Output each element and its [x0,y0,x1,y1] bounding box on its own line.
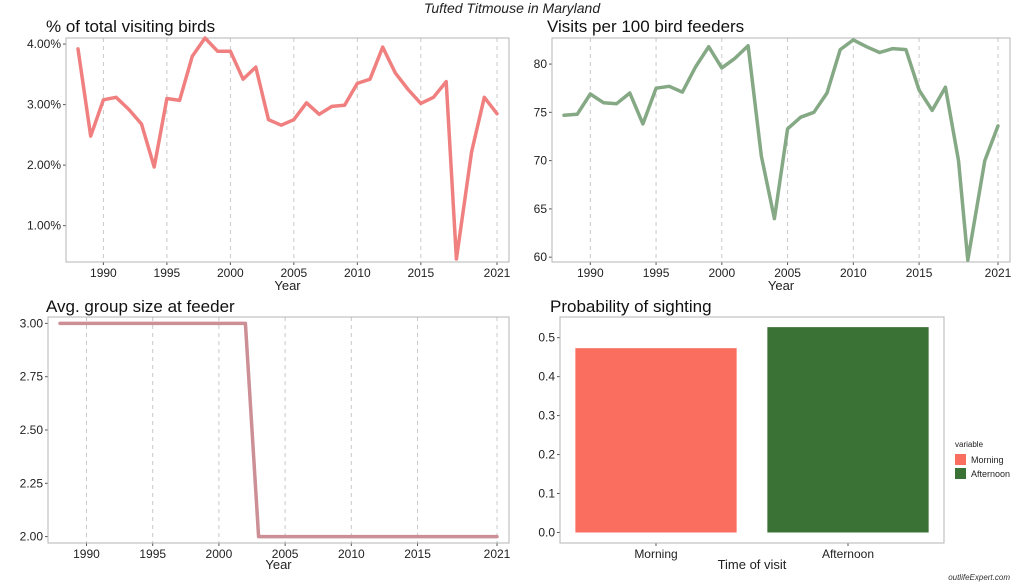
series-line [58,321,499,539]
y-tick-label: 3.00% [27,98,61,112]
legend-swatch-morning [955,454,966,465]
x-axis-title: Year [768,278,795,293]
y-tick-label: 2.00% [27,158,61,172]
plot-border [47,316,510,544]
y-tick-label: 1.00% [27,219,61,233]
legend-title: variable [955,440,984,449]
x-tick-label: 1990 [577,266,604,280]
plot-border [65,37,510,263]
watermark: outlifeExpert.com [948,573,1010,582]
y-tick-label: 65 [534,202,548,216]
x-tick-label: 2010 [344,266,371,280]
y-tick-label: 70 [534,154,548,168]
x-tick-label: 2015 [404,547,431,561]
chart-panel-1: % of total visiting birds 1990 1995 2000 200… [27,17,511,293]
x-axis-title: Time of visit [718,557,787,572]
series-line [76,36,499,261]
x-tick-label: 1995 [139,547,166,561]
x-tick-label: 2015 [407,266,434,280]
chart-panel-4: Probability of sighting 0.0 0.1 0.2 0.3 0.4 0.… [538,297,1010,572]
x-tick-label: 1990 [73,547,100,561]
x-tick-label: 2000 [206,547,233,561]
x-tick-label: 2005 [280,266,307,280]
y-tick-label: 80 [534,57,548,71]
plot-border [559,316,945,544]
x-axis-title: Year [274,278,301,293]
x-tick-label: 2021 [484,266,511,280]
x-tick-label: 1995 [154,266,181,280]
y-tick-label: 2.75 [20,370,44,384]
chart-title: % of total visiting birds [46,17,215,36]
y-tick-label: 2.50 [20,423,44,437]
y-tick-label: 0.0 [538,525,555,539]
y-tick-label: 3.00 [20,316,44,330]
y-tick-label: 0.3 [538,409,555,423]
chart-panel-2: Visits per 100 bird feeders 1990 1995 2000 2… [534,17,1012,293]
x-tick-label: 1990 [90,266,117,280]
y-tick-label: 2.00 [20,530,44,544]
bar-afternoon [767,327,929,533]
legend-swatch-afternoon [955,468,966,479]
legend: variable Morning Afternoon [955,440,1010,479]
x-tick-label: 2000 [708,266,735,280]
y-tick-label: 75 [534,105,548,119]
page-title: Tufted Titmouse in Maryland [423,0,601,16]
plot-border [551,37,1011,263]
x-tick-label: 2000 [217,266,244,280]
chart-panel-3: Avg. group size at feeder 1990 1995 2000 200… [20,297,511,572]
x-axis-title: Year [265,557,292,572]
chart-title: Probability of sighting [550,297,712,316]
legend-label-afternoon: Afternoon [971,469,1010,479]
chart-title: Avg. group size at feeder [46,297,235,316]
y-tick-label: 0.4 [538,370,555,384]
x-tick-label: 2015 [906,266,933,280]
x-tick-label: 2010 [338,547,365,561]
x-tick-label: 2005 [774,266,801,280]
x-tick-label: Afternoon [822,547,874,561]
x-tick-label: 2005 [272,547,299,561]
y-tick-label: 2.25 [20,476,44,490]
x-tick-label: 2021 [985,266,1012,280]
x-tick-label: 2021 [484,547,511,561]
y-tick-label: 0.2 [538,448,555,462]
chart-title: Visits per 100 bird feeders [547,17,744,36]
y-tick-label: 0.1 [538,487,555,501]
series-line [562,38,1000,262]
legend-label-morning: Morning [971,455,1004,465]
x-tick-label: Morning [634,547,677,561]
x-tick-label: 1995 [643,266,670,280]
y-tick-label: 60 [534,250,548,264]
y-tick-label: 4.00% [27,37,61,51]
bar-morning [575,348,737,533]
y-tick-label: 0.5 [538,331,555,345]
x-tick-label: 2010 [840,266,867,280]
